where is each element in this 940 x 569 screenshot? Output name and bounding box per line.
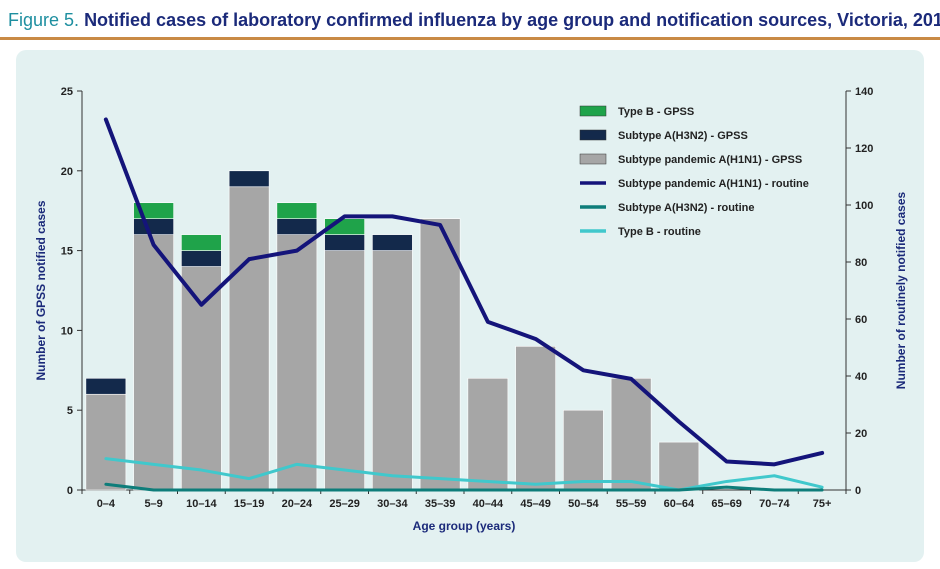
y2-tick-label: 100 (855, 200, 873, 212)
bar-segment (181, 266, 222, 491)
legend-swatch (579, 153, 607, 165)
x-tick-label: 10–14 (186, 498, 217, 510)
x-tick-label: 65–69 (711, 498, 742, 510)
legend-label: Subtype pandemic A(H1N1) - GPSS (618, 154, 802, 166)
legend-swatch (579, 105, 607, 117)
y2-axis-title: Number of routinely notified cases (894, 191, 908, 389)
bar-segment (276, 234, 318, 491)
y2-tick-label: 20 (855, 428, 867, 440)
bar-segment (276, 202, 318, 219)
x-tick-label: 45–49 (520, 498, 551, 510)
y2-tick-label: 40 (855, 371, 867, 383)
legend-label: Subtype A(H3N2) - GPSS (618, 130, 748, 142)
bar-segment (610, 377, 652, 491)
x-tick-label: 75+ (813, 498, 832, 510)
bar-segment (181, 250, 222, 267)
legend-label: Type B - GPSS (618, 106, 694, 118)
bar-segment (515, 346, 556, 491)
bar-segment (228, 186, 270, 491)
bar-segment (276, 218, 318, 235)
bar-segment (419, 218, 461, 491)
x-tick-label: 0–4 (97, 498, 116, 510)
figure-caption: Figure 5. Notified cases of laboratory c… (8, 10, 940, 31)
legend-swatch (579, 129, 607, 141)
bar-segment (324, 250, 365, 491)
caption-rule (0, 37, 940, 40)
bar-segment (467, 377, 509, 491)
y2-tick-label: 140 (855, 86, 873, 98)
x-tick-label: 30–34 (377, 498, 408, 510)
y2-tick-label: 0 (855, 485, 861, 497)
x-tick-label: 15–19 (234, 498, 265, 510)
y2-tick-label: 60 (855, 314, 867, 326)
bar-segment (85, 377, 127, 395)
x-tick-label: 5–9 (144, 498, 162, 510)
x-tick-label: 50–54 (568, 498, 599, 510)
y-tick-label: 5 (67, 405, 73, 417)
bar-segment (133, 218, 174, 235)
x-tick-label: 70–74 (759, 498, 790, 510)
x-tick-label: 20–24 (282, 498, 313, 510)
x-tick-label: 35–39 (425, 498, 456, 510)
legend-label: Type B - routine (618, 226, 701, 238)
legend-label: Subtype pandemic A(H1N1) - routine (618, 178, 809, 190)
x-tick-label: 55–59 (616, 498, 647, 510)
bar-segment (85, 393, 127, 491)
bar-segment (372, 234, 413, 251)
x-tick-label: 40–44 (473, 498, 504, 510)
x-axis-title: Age group (years) (413, 519, 516, 533)
legend-label: Subtype A(H3N2) - routine (618, 202, 755, 214)
figure-number: Figure 5. (8, 10, 80, 30)
y-tick-label: 15 (61, 246, 73, 258)
bar-segment (324, 234, 365, 251)
series-line (104, 457, 824, 492)
y-tick-label: 25 (61, 86, 73, 98)
bar-segment (658, 441, 700, 491)
bar-segment (372, 250, 413, 491)
y2-tick-label: 120 (855, 143, 873, 155)
x-tick-label: 60–64 (664, 498, 695, 510)
series-line (104, 482, 824, 492)
bar-segment (563, 409, 604, 491)
bar-segment (228, 170, 270, 188)
y-tick-label: 20 (61, 166, 73, 178)
y-axis-title: Number of GPSS notified cases (34, 200, 48, 380)
y2-tick-label: 80 (855, 257, 867, 269)
bar-segment (133, 234, 174, 491)
figure-title: Notified cases of laboratory confirmed i… (84, 10, 940, 30)
x-tick-label: 25–29 (329, 498, 360, 510)
bar-segment (181, 234, 222, 251)
y-tick-label: 0 (67, 485, 73, 497)
series-line (103, 117, 825, 467)
y-tick-label: 10 (61, 325, 73, 337)
